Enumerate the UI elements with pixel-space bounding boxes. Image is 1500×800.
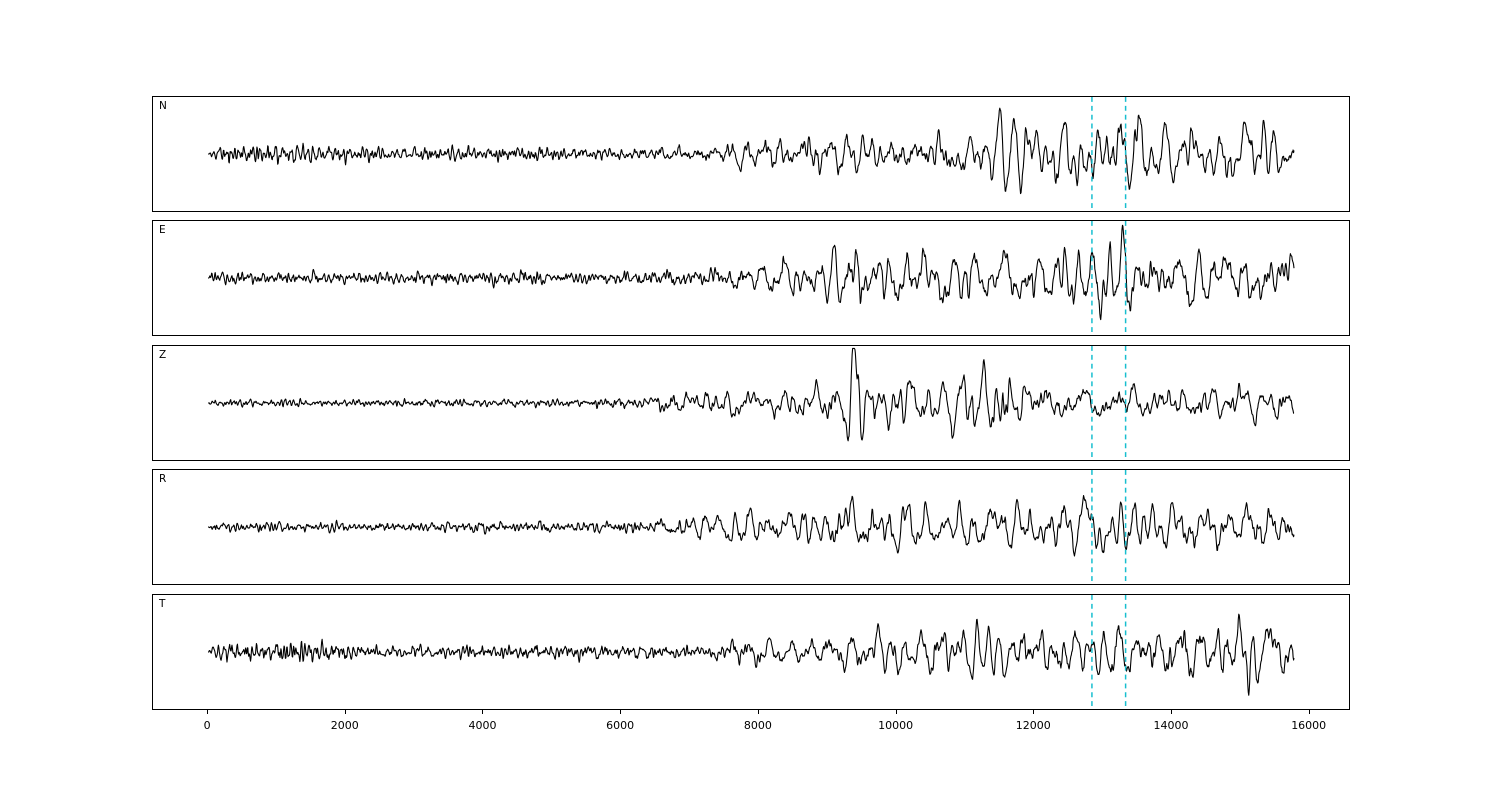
panel-R: R bbox=[152, 469, 1350, 585]
waveform-trace bbox=[207, 107, 1295, 195]
x-tick-label: 4000 bbox=[468, 719, 497, 732]
x-tick-label: 16000 bbox=[1291, 719, 1327, 732]
panel-E: E bbox=[152, 220, 1350, 336]
x-tick-label: 0 bbox=[203, 719, 211, 732]
panel-N: N bbox=[152, 96, 1350, 212]
x-tick bbox=[757, 710, 759, 714]
waveform-trace bbox=[207, 224, 1295, 321]
x-tick bbox=[207, 710, 209, 714]
x-tick bbox=[620, 710, 622, 714]
waveform-plot-n bbox=[207, 97, 1295, 211]
panel-label-z: Z bbox=[159, 349, 167, 361]
waveform-trace bbox=[207, 495, 1295, 557]
waveform-plot-t bbox=[207, 595, 1295, 709]
panel-label-e: E bbox=[159, 224, 166, 236]
x-tick bbox=[482, 710, 484, 714]
waveform-plot-z bbox=[207, 346, 1295, 460]
panel-label-r: R bbox=[159, 473, 167, 485]
panel-T: T bbox=[152, 594, 1350, 710]
x-tick-label: 10000 bbox=[878, 719, 914, 732]
panel-label-t: T bbox=[159, 598, 166, 610]
x-tick-label: 12000 bbox=[1015, 719, 1051, 732]
waveform-plot-e bbox=[207, 221, 1295, 335]
x-axis: 0 2000 4000 6000 8000 10000 12000 14000 16000 bbox=[152, 710, 1350, 744]
x-tick-label: 2000 bbox=[330, 719, 359, 732]
waveform-trace bbox=[207, 613, 1295, 696]
x-tick bbox=[1170, 710, 1172, 714]
x-tick bbox=[1033, 710, 1035, 714]
waveform-plot-r bbox=[207, 470, 1295, 584]
waveform-trace bbox=[207, 347, 1295, 442]
panel-Z: Z bbox=[152, 345, 1350, 461]
x-tick-label: 8000 bbox=[743, 719, 772, 732]
x-tick-label: 14000 bbox=[1153, 719, 1189, 732]
panel-label-n: N bbox=[159, 100, 167, 112]
x-tick bbox=[895, 710, 897, 714]
x-tick bbox=[344, 710, 346, 714]
x-tick-label: 6000 bbox=[606, 719, 635, 732]
x-tick bbox=[1308, 710, 1310, 714]
